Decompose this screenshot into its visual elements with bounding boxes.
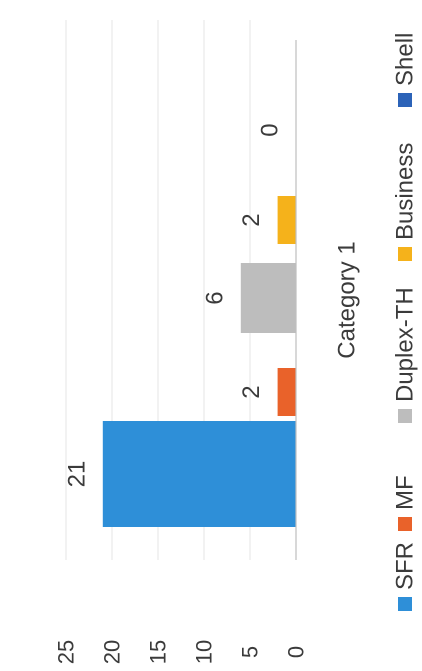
y-tick-label: 0 (284, 646, 309, 658)
y-tick-label: 15 (146, 640, 171, 664)
legend-label-shell: Shell (392, 33, 419, 86)
x-axis-category: Category 1 (295, 40, 361, 560)
legend-swatch-business (398, 247, 412, 261)
y-tick-label: 20 (100, 640, 125, 664)
legend-swatch-shell (398, 93, 412, 107)
y-tick-label: 5 (238, 646, 263, 658)
y-tick-label: 10 (192, 640, 217, 664)
legend-swatch-duplex-th (398, 409, 412, 423)
bars (102, 196, 296, 527)
bar-business (277, 196, 296, 244)
bar-duplex-th (240, 263, 296, 333)
y-axis-ticks: 0 5 10 15 20 25 (54, 640, 309, 664)
data-label-mf: 2 (238, 385, 265, 398)
legend-swatch-sfr (398, 597, 412, 611)
legend-swatch-mf (398, 517, 412, 531)
legend-label-sfr: SFR (392, 542, 419, 590)
data-labels: 21 2 6 2 0 (63, 123, 283, 487)
bar-mf (277, 368, 296, 416)
category-label: Category 1 (334, 241, 361, 358)
data-label-duplex-th: 6 (201, 291, 228, 304)
data-label-business: 2 (238, 213, 265, 226)
legend: SFR MF Duplex-TH Business Shell (392, 33, 419, 611)
y-tick-label: 25 (54, 640, 79, 664)
legend-label-mf: MF (392, 475, 419, 510)
data-label-sfr: 21 (63, 461, 90, 488)
bar-sfr (102, 421, 296, 527)
data-label-shell: 0 (257, 123, 284, 136)
legend-label-business: Business (392, 143, 419, 240)
legend-label-duplex-th: Duplex-TH (392, 287, 419, 402)
